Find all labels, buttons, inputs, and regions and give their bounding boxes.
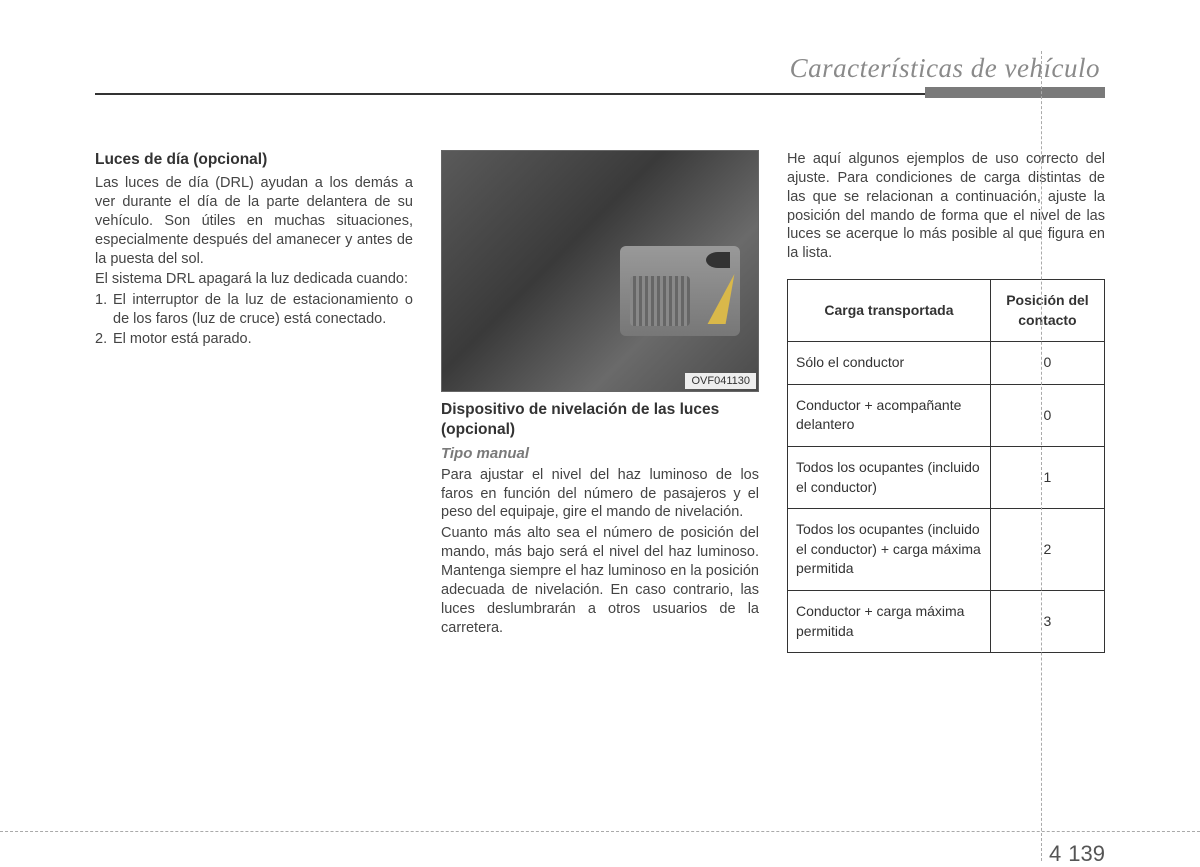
header-rule xyxy=(95,87,1105,98)
paragraph: Cuanto más alto sea el número de posició… xyxy=(441,524,759,637)
table-cell: 1 xyxy=(990,447,1104,509)
table-row: Todos los ocupantes (incluido el conduct… xyxy=(788,447,1105,509)
table-cell: Conductor + acompañante delantero xyxy=(788,384,991,446)
paragraph: El sistema DRL apagará la luz dedicada c… xyxy=(95,270,413,289)
dial-arrow-icon xyxy=(708,274,735,324)
figure-code: OVF041130 xyxy=(685,373,756,389)
table-cell: Todos los ocupantes (incluido el conduct… xyxy=(788,447,991,509)
figure-dashboard-dial: OVF041130 xyxy=(441,150,759,392)
page: Características de vehículo Luces de día… xyxy=(0,0,1200,861)
leveling-dial xyxy=(620,246,740,336)
table-header: Carga transportada xyxy=(788,280,991,342)
dial-knob xyxy=(630,276,690,326)
table-row: Sólo el conductor 0 xyxy=(788,342,1105,385)
table-row: Conductor + carga máxima permitida 3 xyxy=(788,591,1105,653)
list-item: El motor está parado. xyxy=(95,330,413,349)
table-cell: Sólo el conductor xyxy=(788,342,991,385)
column-2: OVF041130 Dispositivo de nivelación de l… xyxy=(441,150,759,653)
subheading: Tipo manual xyxy=(441,444,759,464)
table-row: Todos los ocupantes (incluido el conduct… xyxy=(788,509,1105,591)
paragraph: Las luces de día (DRL) ayudan a los demá… xyxy=(95,174,413,268)
column-1: Luces de día (opcional) Las luces de día… xyxy=(95,150,413,653)
table-header: Posición del contacto xyxy=(990,280,1104,342)
table-cell: Conductor + carga máxima permitida xyxy=(788,591,991,653)
paragraph: Para ajustar el nivel del haz luminoso d… xyxy=(441,466,759,523)
list-item: El interruptor de la luz de estacionamie… xyxy=(95,291,413,329)
page-number: 4 139 xyxy=(1049,841,1105,867)
chapter-number: 4 xyxy=(1049,841,1061,866)
section-heading: Dispositivo de nivelación de las luces (… xyxy=(441,400,759,440)
section-heading: Luces de día (opcional) xyxy=(95,150,413,170)
paragraph: He aquí algunos ejemplos de uso correcto… xyxy=(787,150,1105,263)
page-number-value: 139 xyxy=(1068,841,1105,866)
headlight-icon xyxy=(706,252,730,268)
chapter-title: Características de vehículo xyxy=(790,53,1100,84)
table-cell: 2 xyxy=(990,509,1104,591)
load-position-table: Carga transportada Posición del contacto… xyxy=(787,279,1105,653)
table-row: Conductor + acompañante delantero 0 xyxy=(788,384,1105,446)
content-columns: Luces de día (opcional) Las luces de día… xyxy=(95,150,1105,653)
table-cell: 0 xyxy=(990,384,1104,446)
column-3: He aquí algunos ejemplos de uso correcto… xyxy=(787,150,1105,653)
header-bar xyxy=(925,87,1105,98)
header-line xyxy=(95,93,925,95)
numbered-list: El interruptor de la luz de estacionamie… xyxy=(95,291,413,349)
table-cell: 3 xyxy=(990,591,1104,653)
table-cell: Todos los ocupantes (incluido el conduct… xyxy=(788,509,991,591)
table-cell: 0 xyxy=(990,342,1104,385)
footer-vertical-dashed xyxy=(1041,51,1042,861)
footer-dashed-line xyxy=(0,831,1200,832)
